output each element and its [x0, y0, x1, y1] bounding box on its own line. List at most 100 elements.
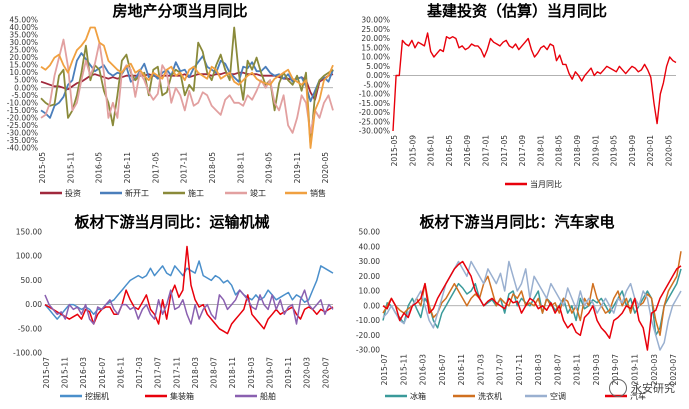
- x-tick-label: 2016-09: [463, 135, 472, 167]
- wechat-logo-icon: [609, 379, 627, 397]
- y-tick-label: -20.00%: [7, 113, 38, 122]
- chart-real-estate: 房地产分项当月同比 45.00%40.00%35.00%30.00%25.00%…: [7, 2, 334, 198]
- y-tick-label: -10.00%: [7, 98, 38, 107]
- x-tick-label: 2019-07: [611, 354, 620, 386]
- chart-infrastructure: 基建投资（估算）当月同比 30.00%25.00%20.00%15.00%10.…: [359, 2, 677, 189]
- y-tick-label: -25.00%: [7, 121, 38, 130]
- x-tick-label: 2017-03: [476, 354, 485, 386]
- x-tick-label: 2017-11: [172, 357, 181, 389]
- x-tick-label: 2015-11: [61, 357, 70, 389]
- series-line: [44, 245, 334, 335]
- x-tick-label: 2016-01: [427, 135, 436, 167]
- chart-auto-appliance: 板材下游当月同比：汽车家电 50.00 40.00 30.00 20.00 10.00 0…: [356, 213, 682, 401]
- x-tick-label: 2018-07: [210, 357, 219, 389]
- chart-panel-infrastructure: 基建投资（估算）当月同比 30.00% 25.00% 20.00% 15.00% 10.…: [345, 0, 689, 205]
- series-line: [40, 26, 334, 149]
- x-tick-label: 2017-03: [135, 357, 144, 389]
- x-tick-label: 2019-03: [592, 354, 601, 386]
- x-tick-label: 2016-05: [95, 152, 104, 184]
- x-tick-label: 2019-09: [628, 135, 637, 167]
- legend-label: 集装箱: [170, 391, 194, 401]
- x-tick-label: 2020-01: [646, 135, 655, 167]
- x-tick-label: 2016-03: [419, 354, 428, 386]
- x-tick-label: 2017-11: [515, 354, 524, 386]
- x-tick-label: 2020-03: [650, 354, 659, 386]
- y-tick-label: 40.00: [359, 242, 381, 251]
- x-tick-label: 2020-03: [303, 357, 312, 389]
- x-tick-label: 2015-09: [408, 135, 417, 167]
- series-line: [382, 260, 682, 351]
- x-tick-label: 2018-03: [534, 354, 543, 386]
- x-tick-label: 2018-01: [536, 135, 545, 167]
- chart-panel-transport-machinery: 板材下游当月同比：运输机械 150.00 100.00 50.00 0.00 -50.0…: [0, 205, 345, 409]
- watermark: 永安研究: [609, 379, 675, 397]
- x-tick-label: 2017-05: [500, 135, 509, 167]
- x-tick-label: 2016-03: [79, 357, 88, 389]
- x-tick-label: 2019-11: [631, 354, 640, 386]
- y-tick-label: 0.00: [25, 300, 42, 309]
- x-tick-label: 2018-11: [573, 354, 582, 386]
- x-tick-label: 2019-07: [265, 357, 274, 389]
- legend-label: 洗衣机: [478, 391, 502, 401]
- y-tick-label: 50.00: [359, 228, 381, 237]
- x-tick-label: 2015-11: [66, 152, 75, 184]
- x-tick-label: 2015-11: [399, 354, 408, 386]
- legend-label: 汽车: [630, 391, 646, 401]
- y-tick-label: -50.00: [18, 324, 42, 333]
- x-tick-label: 2018-07: [553, 354, 562, 386]
- chart-transport-machinery: 板材下游当月同比：运输机械 150.00 100.00 50.00 0.00 -50.0…: [13, 213, 334, 401]
- y-tick-label: -35.00%: [7, 136, 38, 145]
- series-line: [44, 289, 334, 325]
- y-tick-label: 0.00: [363, 301, 380, 310]
- series-line: [382, 251, 682, 337]
- y-tick-label: 10.00%: [361, 53, 390, 62]
- x-tick-label: 2015-05: [390, 135, 399, 167]
- y-tick-label: -15.00%: [359, 99, 390, 108]
- chart-title: 板材下游当月同比：运输机械: [74, 213, 269, 231]
- legend-label: 冰箱: [410, 391, 426, 401]
- y-tick-label: -5.00%: [363, 80, 390, 89]
- x-tick-label: 2017-05: [151, 152, 160, 184]
- x-tick-label: 2016-11: [457, 354, 466, 386]
- y-tick-label: -10.00: [356, 316, 380, 325]
- x-tick-label: 2015-05: [38, 152, 47, 184]
- legend-label: 当月同比: [530, 179, 562, 189]
- x-tick-label: 2018-09: [573, 135, 582, 167]
- y-tick-label: 150.00: [16, 228, 42, 237]
- y-tick-label: -15.00%: [7, 106, 38, 115]
- legend-label: 竣工: [250, 188, 266, 198]
- x-tick-label: 2019-03: [247, 357, 256, 389]
- series-line: [382, 260, 682, 351]
- y-tick-label: 0.00%: [366, 71, 390, 80]
- x-tick-label: 2015-07: [42, 357, 51, 389]
- legend-label: 施工: [188, 188, 204, 198]
- y-tick-label: 0.00%: [14, 83, 38, 92]
- x-tick-label: 2016-07: [98, 357, 107, 389]
- x-tick-label: 2019-11: [293, 152, 302, 184]
- legend-label: 挖掘机: [85, 391, 109, 401]
- legend-label: 船舶: [260, 391, 276, 401]
- legend-label: 销售: [310, 188, 326, 198]
- y-tick-label: 40.00%: [9, 23, 38, 32]
- x-tick-label: 2015-07: [380, 354, 389, 386]
- legend-label: 投资: [65, 188, 81, 198]
- x-tick-label: 2019-05: [610, 135, 619, 167]
- x-tick-label: 2016-07: [438, 354, 447, 386]
- y-tick-label: -30.00: [356, 346, 380, 355]
- x-tick-label: 2020-07: [321, 357, 330, 389]
- y-tick-label: -20.00: [356, 331, 380, 340]
- x-tick-label: 2020-05: [665, 135, 674, 167]
- x-tick-label: 2016-05: [445, 135, 454, 167]
- y-tick-label: -25.00%: [359, 117, 390, 126]
- y-tick-label: 30.00%: [361, 16, 390, 25]
- x-tick-label: 2019-11: [284, 357, 293, 389]
- chart-title: 板材下游当月同比：汽车家电: [419, 213, 614, 231]
- y-tick-label: -30.00%: [7, 128, 38, 137]
- y-tick-label: 10.00: [359, 287, 381, 296]
- x-tick-label: 2018-05: [208, 152, 217, 184]
- x-tick-label: 2020-07: [669, 354, 678, 386]
- y-tick-label: 10.00%: [9, 68, 38, 77]
- x-tick-label: 2016-11: [123, 152, 132, 184]
- y-tick-label: 15.00%: [9, 61, 38, 70]
- y-tick-label: 20.00%: [361, 34, 390, 43]
